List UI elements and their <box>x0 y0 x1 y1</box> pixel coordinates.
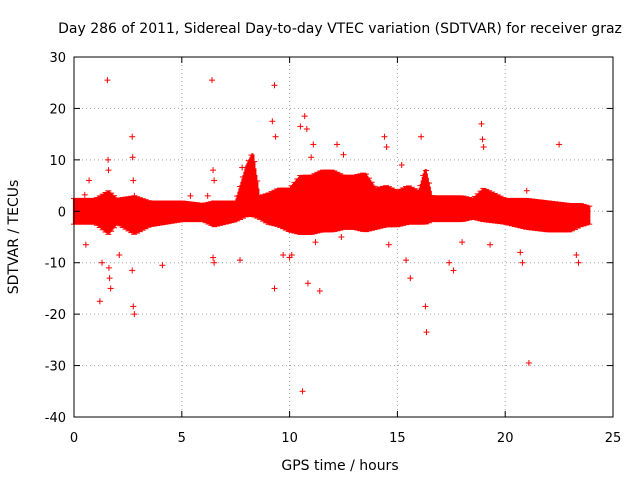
y-tick-label: -40 <box>45 411 66 426</box>
data-point <box>340 151 347 158</box>
data-point <box>129 154 136 161</box>
data-point <box>299 388 306 395</box>
data-point <box>398 162 405 168</box>
data-point <box>418 133 425 140</box>
data-point <box>131 192 138 199</box>
data-point <box>129 267 136 274</box>
data-point <box>334 141 341 148</box>
data-point <box>525 360 532 366</box>
data-point <box>187 192 194 199</box>
data-point <box>297 123 304 130</box>
y-tick-label: 0 <box>58 205 66 220</box>
data-point <box>423 329 430 336</box>
y-tick-label: -20 <box>45 308 66 323</box>
data-point <box>301 113 308 120</box>
data-point <box>407 275 414 282</box>
data-point <box>303 126 310 132</box>
data-point <box>210 167 217 174</box>
y-tick-label: -10 <box>45 257 66 272</box>
data-point <box>129 133 136 140</box>
data-point <box>308 154 315 161</box>
data-point <box>105 264 112 271</box>
data-point <box>381 133 388 140</box>
data-point <box>272 133 279 140</box>
x-tick-label: 15 <box>389 431 406 446</box>
data-point <box>82 241 89 248</box>
y-tick-label: 20 <box>49 102 66 117</box>
data-point <box>523 187 530 194</box>
x-tick-label: 25 <box>605 431 622 446</box>
data-point <box>573 252 580 258</box>
data-point <box>385 241 392 248</box>
data-point <box>450 267 457 274</box>
data-point <box>556 141 563 148</box>
data-point <box>211 177 218 184</box>
data-point <box>210 254 217 261</box>
data-point <box>338 234 345 240</box>
axis-ticks <box>73 56 614 418</box>
data-point <box>288 252 295 258</box>
data-point <box>478 120 485 127</box>
data-point <box>130 177 137 184</box>
data-point <box>446 259 453 266</box>
data-point <box>304 280 311 287</box>
data-point <box>105 167 112 174</box>
data-point <box>575 259 582 266</box>
x-tick-label: 5 <box>178 431 186 446</box>
data-point <box>105 156 112 163</box>
y-tick-labels: -40 -30 -20 -10 0 10 20 30 <box>45 51 66 426</box>
data-point <box>116 252 123 258</box>
data-point <box>403 257 410 264</box>
data-point <box>479 136 486 143</box>
data-point <box>269 118 276 125</box>
x-tick-label: 10 <box>281 431 298 446</box>
y-tick-label: 30 <box>49 51 66 66</box>
x-tick-label: 20 <box>497 431 514 446</box>
data-point <box>104 77 111 84</box>
y-tick-label: -30 <box>45 360 66 375</box>
data-point <box>312 239 319 246</box>
data-point <box>480 144 487 150</box>
data-point <box>86 177 93 184</box>
data-point <box>422 303 429 310</box>
data-point <box>106 275 113 282</box>
data-point <box>271 82 278 89</box>
x-tick-label: 0 <box>70 431 78 446</box>
data-point <box>211 259 218 266</box>
data-point <box>280 252 287 258</box>
x-tick-labels: 0 5 10 15 20 25 <box>70 431 621 446</box>
data-point <box>383 144 390 150</box>
data-point <box>131 311 138 318</box>
y-tick-label: 10 <box>49 154 66 169</box>
data-point <box>159 262 166 269</box>
data-point <box>316 288 323 294</box>
x-axis-label: GPS time / hours <box>281 458 398 474</box>
data-point <box>310 141 317 148</box>
data-point <box>271 285 278 292</box>
data-point <box>107 285 114 292</box>
chart-title: Day 286 of 2011, Sidereal Day-to-day VTE… <box>58 21 622 37</box>
data-point <box>81 191 88 198</box>
data-point <box>517 249 524 256</box>
data-point <box>96 298 103 305</box>
data-point <box>237 257 244 264</box>
data-point <box>239 164 246 171</box>
plot-frame <box>73 56 614 418</box>
grid <box>74 57 613 417</box>
data-point <box>204 192 211 199</box>
data-point <box>130 303 137 310</box>
y-axis-label: SDTVAR / TECUs <box>6 180 22 295</box>
data-points <box>81 77 582 395</box>
data-point <box>99 259 106 266</box>
data-band <box>71 153 593 235</box>
data-point <box>519 259 526 266</box>
data-point <box>459 239 466 246</box>
data-point <box>487 241 494 248</box>
data-point <box>208 77 215 84</box>
